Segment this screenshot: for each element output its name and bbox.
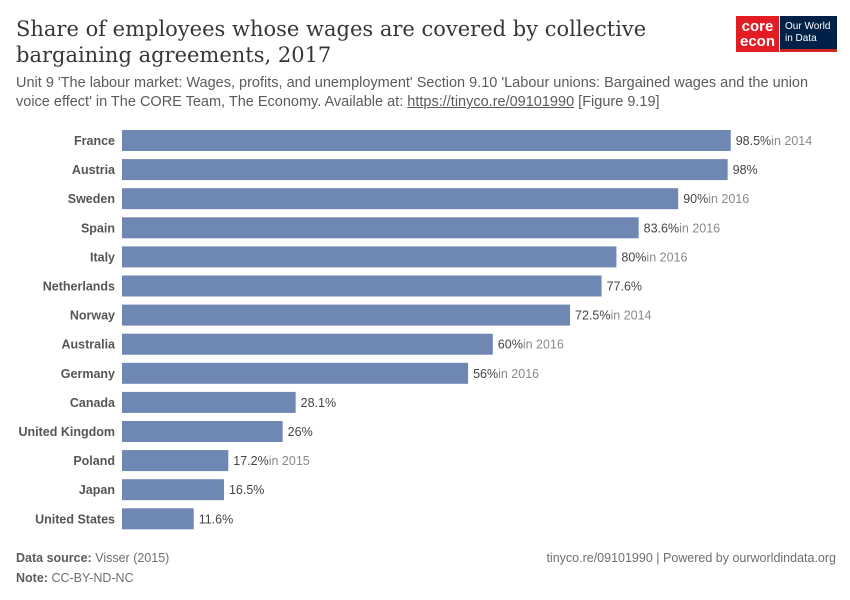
note-value: CC-BY-ND-NC [51, 571, 134, 585]
bar-chart: France 98.5%in 2014 Austria 98% Sweden 90%in … [18, 130, 813, 530]
category-label: Norway [70, 309, 115, 323]
value-label: 80%in 2016 [621, 250, 687, 264]
bar[interactable] [122, 159, 728, 181]
category-label: Netherlands [43, 280, 115, 294]
category-label: Spain [81, 221, 115, 235]
source-label: Data source: [16, 551, 92, 565]
source-value[interactable]: Visser (2015) [95, 551, 170, 565]
category-label: United Kingdom [18, 425, 115, 439]
year-note: in 2016 [708, 192, 749, 206]
category-label: Germany [61, 367, 115, 381]
year-note: in 2016 [523, 338, 564, 352]
year-note: in 2016 [498, 367, 539, 381]
footer-right[interactable]: tinyco.re/09101990 | Powered by ourworld… [546, 551, 836, 565]
owid-logo-underline [780, 49, 837, 52]
bar[interactable] [122, 246, 617, 268]
category-label: Australia [62, 338, 117, 352]
category-label: Poland [73, 454, 115, 468]
note-label: Note: [16, 571, 48, 585]
value-label: 26% [288, 425, 313, 439]
subtitle-figure-ref: [Figure 9.19] [574, 94, 660, 110]
footer-note: Note: CC-BY-ND-NC [16, 568, 169, 588]
footer-source: Data source: Visser (2015) [16, 548, 169, 568]
value-label: 83.6%in 2016 [644, 221, 721, 235]
category-label: Japan [79, 483, 115, 497]
core-logo-line1: core [741, 18, 774, 35]
owid-logo-line1: Our World [785, 21, 831, 32]
value-label: 11.6% [199, 512, 234, 526]
bar[interactable] [122, 217, 639, 239]
value-label: 56%in 2016 [473, 367, 539, 381]
bar[interactable] [122, 362, 469, 384]
value-label: 60%in 2016 [498, 338, 564, 352]
value-label: 98.5%in 2014 [736, 134, 813, 148]
year-note: in 2016 [679, 221, 720, 235]
chart-title: Share of employees whose wages are cover… [16, 17, 647, 67]
subtitle-text: Unit 9 'The labour market: Wages, profit… [16, 75, 809, 110]
footer-left: Data source: Visser (2015) Note: CC-BY-N… [16, 548, 169, 588]
category-label: Italy [90, 250, 115, 264]
category-label: United States [35, 512, 115, 526]
bar[interactable] [122, 479, 224, 501]
value-label: 90%in 2016 [683, 192, 749, 206]
year-note: in 2015 [269, 454, 310, 468]
owid-logo-line2: in Data [785, 33, 817, 44]
bar[interactable] [122, 333, 493, 355]
category-label: Canada [70, 396, 116, 410]
bar[interactable] [122, 391, 296, 413]
core-logo-line2: econ [739, 33, 775, 50]
value-label: 98% [733, 163, 758, 177]
bar[interactable] [122, 421, 283, 442]
category-label: Austria [72, 163, 116, 177]
value-label: 72.5%in 2014 [575, 309, 652, 323]
value-label: 28.1% [301, 396, 336, 410]
chart-subtitle: Unit 9 'The labour market: Wages, profit… [16, 74, 816, 112]
subtitle-link[interactable]: https://tinyco.re/09101990 [407, 94, 575, 110]
bar[interactable] [122, 304, 571, 326]
category-label: Sweden [68, 192, 115, 206]
bar[interactable] [122, 275, 602, 297]
value-label: 16.5% [229, 483, 264, 497]
bar[interactable] [122, 508, 194, 530]
year-note: in 2014 [771, 134, 812, 148]
bar[interactable] [122, 130, 731, 151]
year-note: in 2014 [611, 309, 652, 323]
value-label: 77.6% [607, 280, 642, 294]
owid-logo[interactable]: Our World in Data [780, 16, 837, 52]
bar[interactable] [122, 450, 229, 472]
bar[interactable] [122, 188, 679, 210]
year-note: in 2016 [646, 250, 687, 264]
category-label: France [74, 134, 115, 148]
value-label: 17.2%in 2015 [233, 454, 310, 468]
core-econ-logo[interactable]: core econ [736, 16, 779, 52]
